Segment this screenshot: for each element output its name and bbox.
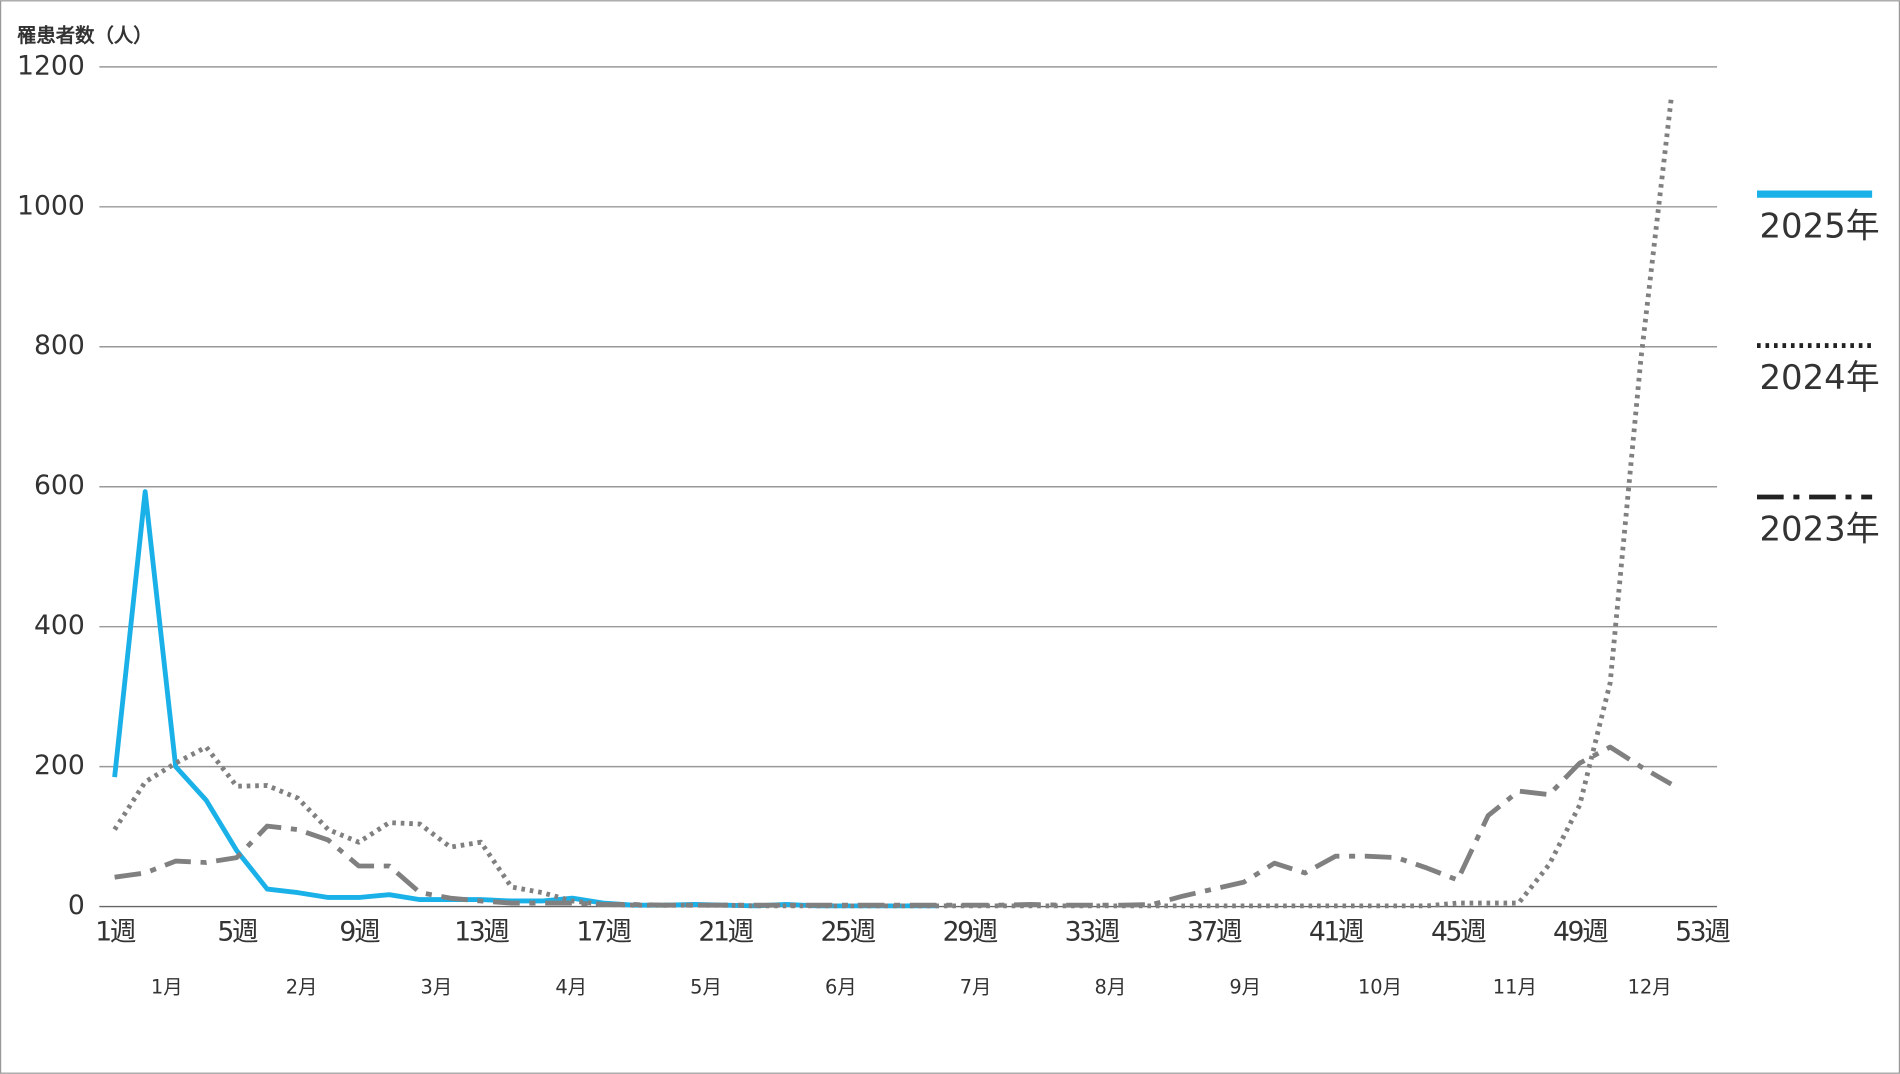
x-tick-label: 37週	[1187, 917, 1242, 948]
y-tick-label: 800	[34, 330, 85, 361]
month-label: 5月	[690, 975, 722, 998]
month-label: 10月	[1358, 975, 1402, 998]
month-label: 2月	[286, 975, 318, 998]
line-series	[114, 744, 1673, 908]
month-label: 1月	[151, 975, 183, 998]
x-tick-label: 13週	[454, 917, 509, 948]
x-tick-label: 33週	[1065, 917, 1120, 948]
month-label: 12月	[1628, 975, 1672, 998]
month-label: 4月	[555, 975, 587, 998]
month-label: 9月	[1229, 975, 1261, 998]
y-tick-label: 1000	[17, 190, 85, 221]
x-tick-label: 25週	[821, 917, 876, 948]
x-tick-label: 5週	[217, 917, 258, 948]
legend-label: 2024年	[1759, 358, 1879, 397]
x-tick-label: 45週	[1431, 917, 1486, 948]
y-tick-label: 600	[34, 470, 85, 501]
month-label: 3月	[421, 975, 453, 998]
month-label: 8月	[1095, 975, 1127, 998]
x-tick-label: 21週	[698, 917, 753, 948]
legend-label: 2025年	[1759, 207, 1879, 246]
x-tick-label: 53週	[1675, 917, 1730, 948]
month-label: 6月	[825, 975, 857, 998]
y-tick-label: 400	[34, 610, 85, 641]
x-tick-label: 9週	[339, 917, 380, 948]
y-tick-label: 1200	[17, 50, 85, 81]
x-tick-label: 17週	[576, 917, 631, 948]
month-label: 7月	[960, 975, 992, 998]
y-tick-label: 0	[68, 890, 85, 921]
month-label: 11月	[1493, 975, 1537, 998]
x-tick-label: 29週	[943, 917, 998, 948]
y-axis-title: 罹患者数（人）	[17, 24, 153, 47]
x-tick-label: 41週	[1309, 917, 1364, 948]
x-tick-label: 1週	[95, 917, 136, 948]
y-tick-label: 200	[34, 750, 85, 781]
legend-label: 2023年	[1759, 509, 1879, 548]
line-series	[112, 98, 1674, 909]
x-tick-label: 49週	[1553, 917, 1608, 948]
